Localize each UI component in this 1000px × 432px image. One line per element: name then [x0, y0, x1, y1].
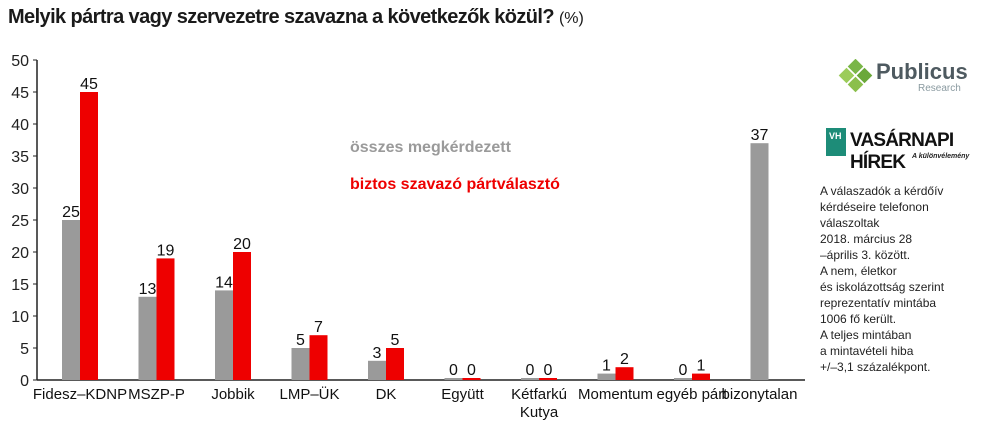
- y-tick-label: 0: [20, 373, 29, 390]
- bar-chart: 051015202530354045502545Fidesz–KDNP1319M…: [11, 53, 805, 421]
- data-label: 0: [544, 362, 553, 379]
- x-tick-label: bizonytalan: [722, 386, 798, 403]
- note-line: reprezentatív mintába: [820, 296, 937, 310]
- methodology-note: A válaszadók a kérdőív kérdéseire telefon…: [820, 183, 998, 375]
- y-tick-label: 45: [11, 85, 29, 102]
- vasarnapi-hirek-logo: VH VASÁRNAPI HÍREK A különvélemény: [826, 128, 996, 173]
- data-label: 1: [697, 358, 706, 375]
- note-line: a mintavételi hiba: [820, 344, 914, 358]
- data-label: 0: [449, 362, 458, 379]
- bar: [615, 367, 634, 380]
- data-label: 14: [215, 274, 233, 291]
- note-line: 2018. március 28: [820, 232, 913, 246]
- bar: [368, 360, 386, 380]
- data-label: 5: [391, 332, 400, 349]
- data-label: 0: [467, 362, 476, 379]
- bar: [156, 258, 175, 380]
- y-tick-label: 5: [20, 341, 29, 358]
- bar: [62, 220, 80, 380]
- chart-title: Melyik pártra vagy szervezetre szavazna …: [8, 6, 584, 29]
- note-line: A nem, életkor: [820, 264, 897, 278]
- bar: [215, 290, 233, 380]
- title-text: Melyik pártra vagy szervezetre szavazna …: [8, 6, 555, 28]
- x-tick-label: LMP–ÜK: [279, 385, 339, 403]
- x-tick-label: Fidesz–KDNP: [33, 386, 127, 403]
- data-label: 5: [296, 332, 305, 349]
- y-tick-label: 30: [11, 181, 29, 198]
- bar: [674, 378, 692, 380]
- data-label: 37: [751, 127, 769, 144]
- note-line: A válaszadók a kérdőív: [820, 184, 944, 198]
- y-tick-label: 35: [11, 149, 29, 166]
- vh-sub: A különvélemény: [912, 153, 970, 160]
- bar: [233, 252, 251, 380]
- data-label: 45: [80, 76, 98, 93]
- bar: [386, 348, 404, 380]
- title-unit: (%): [558, 10, 584, 27]
- data-label: 0: [526, 362, 535, 379]
- legend-entry-voters: biztos szavazó pártválasztó: [350, 176, 560, 193]
- y-tick-label: 50: [11, 53, 29, 70]
- x-tick-label: Momentum: [578, 386, 653, 403]
- bar: [291, 348, 310, 380]
- data-label: 0: [679, 362, 688, 379]
- bar: [750, 143, 769, 380]
- legend-entry-total: összes megkérdezett: [350, 139, 512, 156]
- vh-icon: VH: [826, 128, 846, 156]
- data-label: 25: [62, 204, 80, 221]
- data-label: 2: [620, 351, 629, 368]
- bar: [444, 378, 463, 380]
- x-tick-label: Jobbik: [211, 386, 255, 403]
- x-tick-label: Együtt: [441, 386, 484, 403]
- data-label: 7: [314, 319, 323, 336]
- note-line: –április 3. között.: [820, 248, 911, 262]
- note-line: 1006 fő került.: [820, 312, 897, 326]
- note-line: kérdéseire telefonon: [820, 200, 929, 214]
- vh-icon-text: VH: [829, 131, 842, 141]
- x-tick-label: Kétfarkú: [511, 386, 567, 403]
- note-line: A teljes mintában: [820, 328, 912, 342]
- publicus-sub: Research: [918, 83, 961, 94]
- bar: [309, 335, 328, 380]
- publicus-logo: Publicus Research: [838, 55, 988, 100]
- publicus-diamond-icon: [838, 59, 873, 93]
- x-tick-label: egyéb párt: [657, 386, 729, 403]
- note-line: válaszoltak: [820, 216, 880, 230]
- y-tick-label: 40: [11, 117, 29, 134]
- y-tick-label: 25: [11, 213, 29, 230]
- publicus-name: Publicus: [876, 59, 968, 84]
- bar: [521, 378, 539, 380]
- bar: [138, 296, 157, 380]
- data-label: 19: [157, 242, 175, 259]
- x-tick-label: DK: [376, 386, 397, 403]
- bar: [462, 378, 481, 380]
- data-label: 1: [602, 358, 611, 375]
- y-tick-label: 10: [11, 309, 29, 326]
- bar: [597, 373, 616, 380]
- x-tick-label: MSZP-P: [128, 386, 185, 403]
- note-line: +/–3,1 százalékpont.: [820, 360, 931, 374]
- data-label: 13: [139, 281, 157, 298]
- bar: [539, 378, 557, 380]
- note-line: és iskolázottság szerint: [820, 280, 945, 294]
- data-label: 20: [233, 236, 251, 253]
- data-label: 3: [373, 345, 382, 362]
- y-tick-label: 15: [11, 277, 29, 294]
- vh-name: VASÁRNAPI HÍREK: [850, 130, 954, 173]
- x-tick-label: Kutya: [520, 404, 559, 421]
- y-tick-label: 20: [11, 245, 29, 262]
- bar: [692, 373, 710, 380]
- bar: [80, 92, 98, 380]
